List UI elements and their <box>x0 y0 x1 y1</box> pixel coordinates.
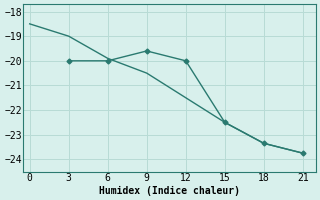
X-axis label: Humidex (Indice chaleur): Humidex (Indice chaleur) <box>99 186 240 196</box>
